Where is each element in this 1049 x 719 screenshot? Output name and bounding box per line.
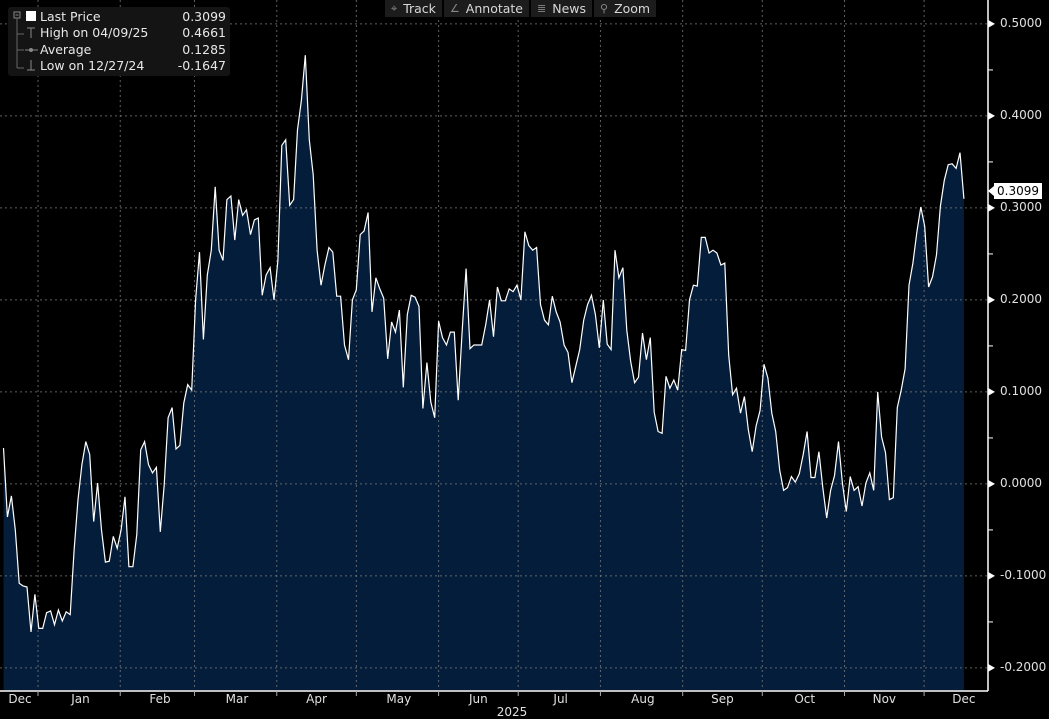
y-tick-label: -0.1000 xyxy=(1000,567,1047,582)
x-axis-year-label: 2025 xyxy=(496,705,528,719)
y-tick-label: 0.1000 xyxy=(1000,383,1042,398)
y-tick-label: 0.0000 xyxy=(1000,475,1042,490)
x-tick-label: Feb xyxy=(149,692,171,706)
x-tick-label: Jul xyxy=(553,692,568,706)
x-tick-label: May xyxy=(386,692,412,706)
pencil-icon: ∠ xyxy=(449,2,460,15)
y-tick xyxy=(988,387,995,396)
x-tick-label: Jan xyxy=(71,692,90,706)
track-button[interactable]: ⌖ Track xyxy=(385,0,442,17)
y-tick-label: -0.2000 xyxy=(1000,659,1047,674)
x-tick-label: Dec xyxy=(8,692,32,706)
legend-value: 0.4661 xyxy=(182,25,226,40)
legend-value: 0.1285 xyxy=(182,42,226,57)
legend-average[interactable]: Average 0.1285 xyxy=(40,42,226,58)
zoom-button[interactable]: ⚲ Zoom xyxy=(594,0,657,17)
legend-label: Last Price xyxy=(40,9,101,24)
y-tick-label: 0.4000 xyxy=(1000,107,1042,122)
last-price-tag: 0.3099 xyxy=(988,182,1042,199)
news-label: News xyxy=(552,1,586,16)
x-tick-label: Apr xyxy=(306,692,327,706)
crosshair-icon: ⌖ xyxy=(391,2,398,15)
area-fill xyxy=(3,55,964,690)
y-tick xyxy=(988,571,995,580)
legend-label: High on 04/09/25 xyxy=(40,25,149,40)
legend-low[interactable]: Low on 12/27/24 -0.1647 xyxy=(40,58,226,74)
y-tick-label: 0.5000 xyxy=(1000,15,1042,30)
legend-high[interactable]: High on 04/09/25 0.4661 xyxy=(40,25,226,41)
x-tick-label: Mar xyxy=(225,692,249,706)
y-tick xyxy=(988,479,995,488)
y-tick-label: 0.2000 xyxy=(1000,291,1042,306)
legend-tree-icon xyxy=(13,11,38,71)
legend-label: Low on 12/27/24 xyxy=(40,58,145,73)
track-label: Track xyxy=(403,1,436,16)
annotate-label: Annotate xyxy=(465,1,523,16)
y-tick xyxy=(988,19,995,28)
x-tick-label: Jun xyxy=(469,692,488,706)
news-button[interactable]: ≣ News xyxy=(531,0,592,17)
zoom-label: Zoom xyxy=(614,1,651,16)
annotate-button[interactable]: ∠ Annotate xyxy=(443,0,529,17)
y-tick xyxy=(988,295,995,304)
magnifier-icon: ⚲ xyxy=(600,2,609,15)
legend-label: Average xyxy=(40,42,92,57)
legend-last-price[interactable]: Last Price 0.3099 xyxy=(40,9,226,25)
legend-value: -0.1647 xyxy=(177,58,226,73)
y-tick xyxy=(988,111,995,120)
chart-legend: Last Price 0.3099 High on 04/09/25 0.4661 … xyxy=(8,7,230,76)
y-tick xyxy=(988,663,995,672)
price-line xyxy=(2,55,965,633)
legend-value: 0.3099 xyxy=(182,9,226,24)
news-icon: ≣ xyxy=(537,2,547,15)
y-tick-label: 0.3000 xyxy=(1000,199,1042,214)
y-tick xyxy=(988,203,995,212)
chart-toolbar: ⌖ Track ∠ Annotate ≣ News ⚲ Zoom xyxy=(385,0,657,17)
x-tick-label: Nov xyxy=(872,692,897,706)
x-tick-label: Dec xyxy=(952,692,976,706)
x-tick-label: Aug xyxy=(631,692,655,706)
x-tick-label: Oct xyxy=(794,692,816,706)
x-tick-label: Sep xyxy=(711,692,734,706)
